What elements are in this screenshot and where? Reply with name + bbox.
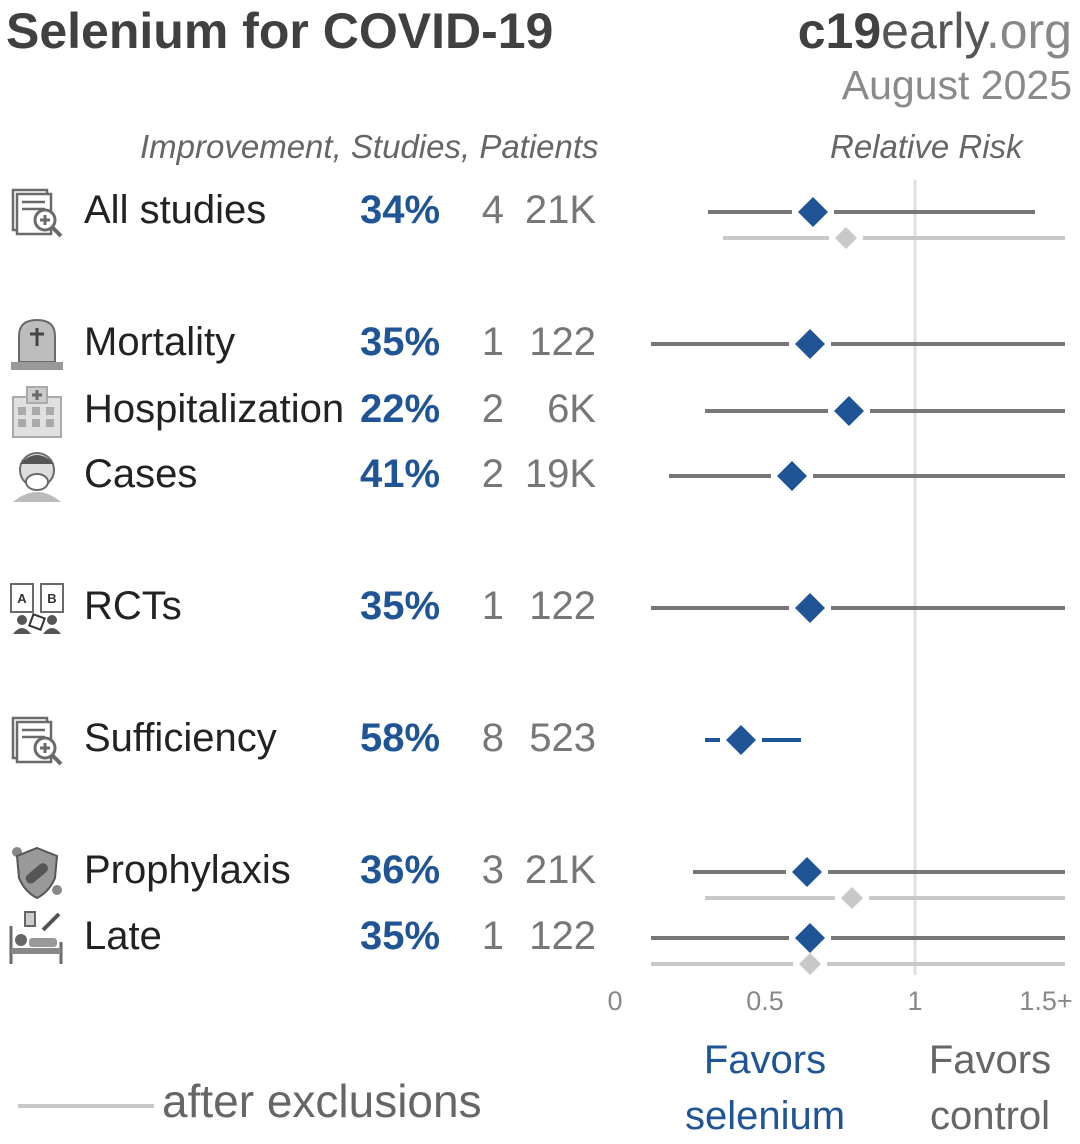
favors-selenium-label: Favors selenium [660, 1032, 870, 1144]
columns-header: Improvement, Studies, Patients [140, 128, 599, 165]
study-analysis-icon [11, 716, 63, 766]
tombstone-icon [11, 318, 63, 370]
improvement-value: 34% [360, 188, 441, 232]
legend-label: after exclusions [162, 1075, 482, 1127]
effect-diamond-2 [834, 396, 864, 426]
studies-count: 4 [481, 188, 504, 232]
favors-control-line2: control [929, 1094, 1051, 1138]
patients-count: 21K [524, 848, 596, 892]
studies-count: 8 [481, 716, 504, 760]
hospital-bed-icon [9, 911, 63, 964]
axis-title: Relative Risk [830, 128, 1023, 165]
study-analysis-icon [11, 188, 63, 238]
studies-count: 1 [481, 320, 504, 364]
hospital-icon [12, 386, 62, 438]
shield-virus-icon [12, 846, 62, 900]
patients-count: 122 [529, 320, 596, 364]
effect-diamond-6 [792, 857, 822, 887]
improvement-value: 35% [360, 584, 441, 628]
patients-count: 122 [529, 914, 596, 958]
effect-diamond-4 [795, 593, 825, 623]
favors-control-line1: Favors [928, 1038, 1052, 1082]
outcome-label: Prophylaxis [84, 848, 291, 892]
favors-selenium-line2: selenium [684, 1094, 846, 1138]
patients-count: 6K [547, 387, 596, 431]
exclusion-effect-diamond-6 [841, 887, 863, 909]
improvement-value: 36% [360, 848, 441, 892]
studies-count: 1 [481, 584, 504, 628]
patients-count: 19K [524, 452, 596, 496]
studies-count: 3 [481, 848, 504, 892]
effect-diamond-3 [777, 461, 807, 491]
patients-count: 21K [524, 188, 596, 232]
improvement-value: 58% [360, 716, 441, 760]
legend-exclusion-swatch [18, 1104, 154, 1108]
x-tick-label: 0 [607, 986, 622, 1016]
x-tick-label: 0.5 [746, 986, 784, 1016]
studies-count: 2 [481, 387, 504, 431]
outcome-label: All studies [84, 188, 267, 232]
improvement-value: 22% [360, 387, 441, 431]
x-tick-label: 1.5+ [1019, 986, 1072, 1016]
favors-control-label: Favors control [895, 1032, 1080, 1144]
brand-logo[interactable]: c19early.org [798, 2, 1072, 60]
outcome-label: Sufficiency [84, 716, 277, 760]
effect-diamond-1 [795, 329, 825, 359]
improvement-value: 35% [360, 914, 441, 958]
report-date: August 2025 [841, 62, 1072, 108]
outcome-label: RCTs [84, 584, 182, 628]
x-tick-label: 1 [907, 986, 922, 1016]
outcome-label: Cases [84, 452, 198, 496]
studies-count: 1 [481, 914, 504, 958]
brand-part-early: early [881, 3, 986, 59]
outcome-label: Mortality [84, 320, 236, 364]
effect-diamond-7 [795, 923, 825, 953]
improvement-value: 35% [360, 320, 441, 364]
studies-count: 2 [481, 452, 504, 496]
outcome-label: Hospitalization [84, 387, 345, 431]
favors-selenium-line1: Favors [703, 1038, 827, 1082]
improvement-value: 41% [360, 452, 441, 496]
brand-part-org: .org [985, 3, 1072, 59]
exclusion-effect-diamond-7 [799, 953, 821, 975]
effect-diamond-5 [726, 725, 756, 755]
patients-count: 523 [529, 716, 596, 760]
brand-part-c19: c19 [797, 3, 882, 59]
exclusion-effect-diamond-0 [835, 227, 857, 249]
page-title: Selenium for COVID-19 [6, 3, 554, 59]
outcome-label: Late [84, 914, 162, 958]
svg-text:B: B [47, 591, 56, 606]
sick-person-icon [13, 452, 61, 502]
svg-text:A: A [17, 591, 27, 606]
patients-count: 122 [529, 584, 596, 628]
effect-diamond-0 [798, 197, 828, 227]
